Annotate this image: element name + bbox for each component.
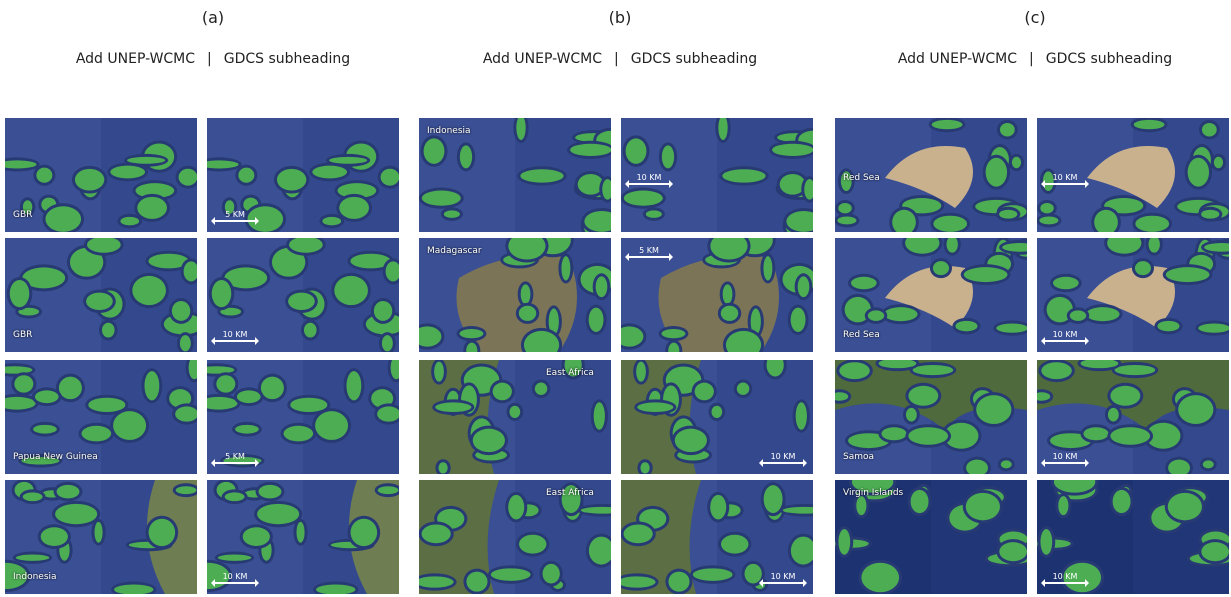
scale-arrow xyxy=(629,183,669,185)
scale-bar: 10 KM xyxy=(629,173,669,185)
scale-bar: 10 KM xyxy=(1045,572,1085,584)
scale-label: 5 KM xyxy=(629,246,669,255)
scale-bar: 10 KM xyxy=(763,452,803,464)
map-image xyxy=(5,238,197,352)
region-label: GBR xyxy=(13,330,32,340)
subheading-part: Add UNEP-WCMC xyxy=(898,51,1017,67)
scale-bar: 5 KM xyxy=(215,210,255,222)
subheading-part: GDCS subheading xyxy=(1046,51,1172,67)
scale-arrow xyxy=(629,256,669,258)
scale-arrow xyxy=(1045,582,1085,584)
scale-label: 10 KM xyxy=(629,173,669,182)
scale-bar: 10 KM xyxy=(763,572,803,584)
region-label: East Africa xyxy=(546,488,594,498)
scale-arrow xyxy=(215,582,255,584)
map-image xyxy=(5,118,197,232)
scale-bar: 5 KM xyxy=(215,452,255,464)
scale-bar: 5 KM xyxy=(629,246,669,258)
region-label: Indonesia xyxy=(427,126,471,136)
region-label: Red Sea xyxy=(843,330,880,340)
subheading-part: GDCS subheading xyxy=(631,51,757,67)
region-label: Virgin Islands xyxy=(843,488,903,498)
subheading-part: Add UNEP-WCMC xyxy=(483,51,602,67)
subheading: Add UNEP-WCMC | GDCS subheading xyxy=(892,51,1178,67)
scale-label: 10 KM xyxy=(1045,173,1085,182)
region-label: Madagascar xyxy=(427,246,482,256)
subheading-part: Add UNEP-WCMC xyxy=(76,51,195,67)
scale-bar: 10 KM xyxy=(215,330,255,342)
subheading: Add UNEP-WCMC | GDCS subheading xyxy=(70,51,356,67)
scale-arrow xyxy=(763,582,803,584)
scale-label: 5 KM xyxy=(215,452,255,461)
region-label: East Africa xyxy=(546,368,594,378)
scale-bar: 10 KM xyxy=(1045,452,1085,464)
scale-label: 5 KM xyxy=(215,210,255,219)
map-tile xyxy=(5,118,197,232)
scale-label: 10 KM xyxy=(763,572,803,581)
region-label: GBR xyxy=(13,210,32,220)
scale-arrow xyxy=(215,340,255,342)
map-tile xyxy=(5,238,197,352)
panel-label: (b) xyxy=(609,8,632,27)
scale-label: 10 KM xyxy=(1045,572,1085,581)
panel-label: (c) xyxy=(1024,8,1045,27)
scale-bar: 10 KM xyxy=(1045,173,1085,185)
scale-arrow xyxy=(763,462,803,464)
region-label: Red Sea xyxy=(843,173,880,183)
scale-arrow xyxy=(1045,462,1085,464)
scale-bar: 10 KM xyxy=(1045,330,1085,342)
panel-label: (a) xyxy=(202,8,224,27)
scale-bar: 10 KM xyxy=(215,572,255,584)
scale-label: 10 KM xyxy=(1045,452,1085,461)
subheading-part: | xyxy=(614,51,619,67)
scale-arrow xyxy=(215,462,255,464)
scale-label: 10 KM xyxy=(215,330,255,339)
scale-arrow xyxy=(215,220,255,222)
subheading: Add UNEP-WCMC | GDCS subheading xyxy=(477,51,763,67)
region-label: Samoa xyxy=(843,452,874,462)
subheading-part: | xyxy=(1029,51,1034,67)
subheading-part: | xyxy=(207,51,212,67)
scale-arrow xyxy=(1045,340,1085,342)
region-label: Papua New Guinea xyxy=(13,452,98,462)
scale-arrow xyxy=(1045,183,1085,185)
scale-label: 10 KM xyxy=(215,572,255,581)
region-label: Indonesia xyxy=(13,572,57,582)
subheading-part: GDCS subheading xyxy=(224,51,350,67)
scale-label: 10 KM xyxy=(1045,330,1085,339)
scale-label: 10 KM xyxy=(763,452,803,461)
figure: (a) Add UNEP-WCMC | GDCS subheading GBR 5 KM G… xyxy=(0,0,1231,597)
